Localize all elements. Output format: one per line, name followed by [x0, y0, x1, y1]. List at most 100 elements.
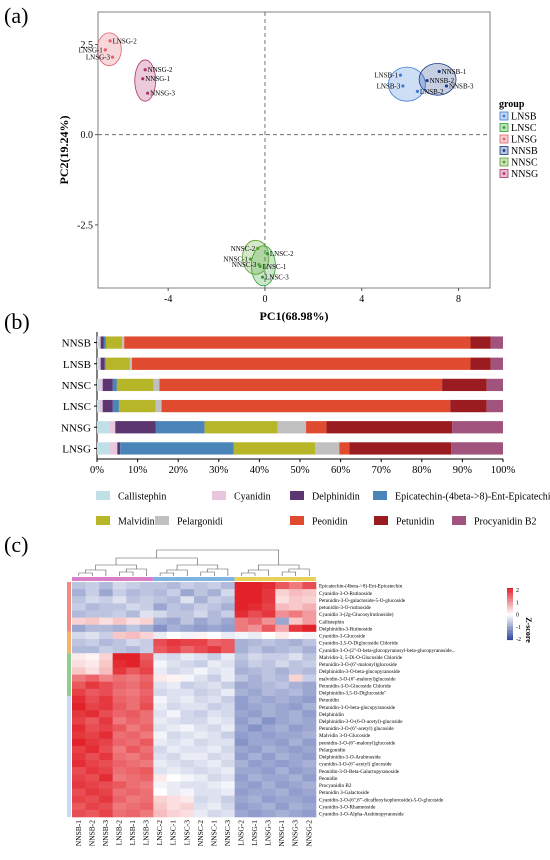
pca-point — [146, 91, 150, 95]
heatmap-cell — [194, 617, 208, 626]
pca-point-label: NNSB-1 — [442, 68, 467, 76]
heatmap-cell — [153, 760, 168, 768]
heatmap-column-label: NNSG-2 — [304, 820, 313, 847]
bar-segment — [490, 336, 503, 349]
heatmap-cell — [234, 774, 249, 782]
heatmap-row-label: Delphinidin-3-O-beta-glucopyranoside — [319, 669, 401, 675]
heatmap-cell — [207, 674, 222, 682]
heatmap-cell — [153, 596, 168, 604]
heatmap-cell — [275, 795, 290, 804]
heatmap-cell — [139, 660, 154, 668]
bar-legend-swatch — [373, 491, 387, 500]
pca-point — [437, 69, 441, 74]
heatmap-column-label: NNSG-1 — [277, 820, 286, 847]
pca-points: LNSB-1 LNSB-2 LNSB-3 LNSC-1 LNSC-2 LNSC-3 LNSG… — [79, 37, 474, 281]
heatmap-cell — [139, 760, 154, 768]
heatmap-cell — [234, 788, 249, 796]
heatmap-cell — [72, 774, 86, 782]
heatmap-cell — [221, 781, 235, 789]
dendrogram-branch — [207, 568, 229, 576]
heatmap-cell — [99, 703, 113, 711]
heatmap-cell — [261, 760, 276, 768]
heatmap-cell — [194, 631, 208, 640]
heatmap-cell — [194, 660, 208, 668]
heatmap-cell — [207, 638, 222, 647]
heatmap-cell — [288, 724, 303, 732]
heatmap-cell — [302, 638, 317, 647]
pca-point-label: LNSG-1 — [79, 46, 104, 54]
heatmap-cell — [261, 802, 276, 811]
heatmap-row-label: Cyanidin-3-O-Alpha-Arabinopyranoside — [319, 812, 404, 818]
heatmap-cell — [288, 802, 303, 811]
bar-legend-label: Epicatechin-(4beta->8)-Ent-Epicatechin — [395, 492, 550, 503]
pca-point-label: LNSB-3 — [377, 82, 401, 90]
heatmap-cell — [221, 717, 235, 725]
bar-segment — [100, 357, 105, 370]
heatmap-cell — [234, 781, 249, 789]
heatmap-cell — [126, 781, 141, 789]
pca-point-label: NNSG-3 — [150, 90, 175, 98]
heatmap-cell — [180, 688, 195, 697]
heatmap-cell — [180, 617, 195, 626]
bar-segment — [486, 399, 503, 413]
pca-point-label: LNSC-2 — [270, 250, 294, 258]
heatmap-row-label: Peonidin-3-O-Beta-Galactopyranoside — [319, 769, 400, 775]
heatmap-cell — [112, 695, 127, 704]
pca-legend-dot — [502, 126, 506, 129]
heatmap-cell — [166, 695, 181, 704]
heatmap-cell — [221, 596, 235, 604]
heatmap-cell — [85, 802, 100, 811]
heatmap-cell — [139, 710, 154, 718]
heatmap-cell — [153, 631, 168, 640]
heatmap-cell — [221, 760, 235, 768]
heatmap-row-label: Petunidin-3-O-(6''-acetyl) glucoside — [319, 725, 394, 732]
heatmap-cell — [166, 752, 181, 761]
heatmap-cell — [302, 596, 317, 604]
heatmap-cell — [288, 738, 303, 747]
heatmap-cell — [207, 667, 222, 675]
heatmap-cell — [221, 610, 235, 618]
heatmap-cell — [275, 717, 290, 725]
heatmap-cell — [126, 631, 141, 640]
heatmap-cell — [302, 781, 317, 789]
heatmap-cell — [153, 774, 168, 782]
heatmap-cell — [248, 781, 263, 789]
heatmap-cell — [99, 760, 113, 768]
heatmap-cell — [139, 717, 154, 725]
heatmap-cell — [207, 795, 222, 804]
heatmap-cell — [99, 681, 113, 690]
heatmap-cell — [288, 589, 303, 597]
pca-legend-dot — [502, 137, 506, 141]
heatmap-cell — [99, 596, 113, 604]
pca-point-label: LNSC-1 — [263, 263, 287, 271]
heatmap-cell — [207, 752, 222, 761]
heatmap-cell — [275, 646, 290, 654]
heatmap-cell — [166, 589, 181, 597]
heatmap-cell — [153, 731, 168, 739]
heatmap-cell — [139, 624, 154, 633]
heatmap-cell — [112, 710, 127, 718]
heatmap-cell — [112, 781, 127, 789]
heatmap-cell — [139, 688, 154, 697]
heatmap-cell — [207, 610, 222, 618]
heatmap-row-label: Cyanidin-3-O-(6'',6'''-dicaffeoylsophoro… — [319, 796, 444, 803]
heatmap-cell — [180, 802, 195, 811]
bar-segment — [97, 421, 110, 434]
heatmap-cell — [194, 802, 208, 811]
heatmap-cell — [248, 767, 263, 775]
heatmap-cell — [85, 809, 100, 818]
heatmap-cell — [99, 610, 113, 618]
pca-point-label: LNSG-3 — [86, 54, 111, 62]
heatmap-cell — [221, 738, 235, 747]
heatmap-column-label: LNSC-3 — [182, 820, 191, 846]
heatmap-cell — [85, 681, 100, 690]
heatmap-cell — [153, 638, 168, 647]
heatmap-cell — [194, 717, 208, 725]
heatmap-cell — [153, 610, 168, 618]
heatmap-cell — [85, 667, 100, 675]
heatmap-cells — [67, 577, 317, 818]
heatmap-cell — [72, 781, 86, 789]
heatmap-cell — [275, 752, 290, 761]
heatmap-cell — [166, 610, 181, 618]
heatmap-cell — [288, 624, 303, 633]
